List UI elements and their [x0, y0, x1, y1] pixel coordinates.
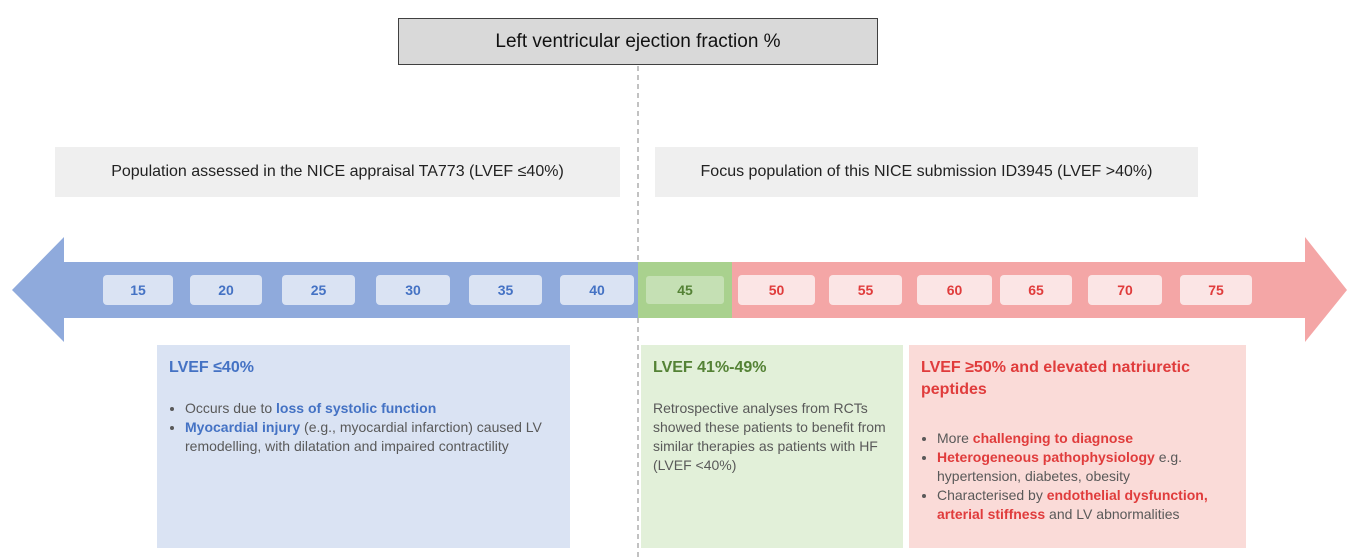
scale-box: 70 [1088, 275, 1162, 305]
band-left: Population assessed in the NICE appraisa… [55, 147, 620, 197]
bullet-list: More challenging to diagnoseHeterogeneou… [921, 429, 1234, 524]
panel-heading: LVEF ≥50% and elevated natriuretic pepti… [921, 359, 1191, 398]
scale-box: 50 [738, 275, 815, 305]
scale-box: 55 [829, 275, 902, 305]
panel-heading: LVEF ≤40% [169, 359, 254, 376]
text-run: challenging to diagnose [972, 430, 1134, 446]
scale-box: 75 [1180, 275, 1252, 305]
panel-heading: LVEF 41%-49% [653, 359, 767, 376]
scale-box: 35 [469, 275, 542, 305]
scale-box: 40 [560, 275, 634, 305]
text-run: More [937, 430, 973, 446]
band-right: Focus population of this NICE submission… [655, 147, 1198, 197]
bullet-list: Occurs due to loss of systolic functionM… [169, 399, 558, 456]
bullet: More challenging to diagnose [937, 429, 1234, 448]
text-run: Occurs due to [185, 400, 277, 416]
text-run: e.g. hypertension, diabetes, obesity [937, 449, 1183, 484]
text-run: endothelial dysfunction, arterial stiffn… [937, 487, 1208, 522]
text-run: Myocardial injury [185, 419, 301, 435]
bullet: Characterised by endothelial dysfunction… [937, 486, 1234, 524]
title: Left ventricular ejection fraction % [398, 18, 878, 65]
scale-box: 30 [376, 275, 450, 305]
panel: LVEF ≤40% Occurs due to loss of systolic … [157, 345, 570, 548]
bullet: Myocardial injury (e.g., myocardial infa… [185, 418, 558, 456]
scale-box: 45 [645, 275, 725, 305]
text-run: loss of systolic function [276, 400, 437, 416]
bullet: Occurs due to loss of systolic function [185, 399, 558, 418]
scale-box: 25 [282, 275, 355, 305]
scale-box: 60 [917, 275, 992, 305]
bullet: Heterogeneous pathophysiology e.g. hyper… [937, 448, 1234, 486]
scale-box: 20 [190, 275, 262, 305]
text-run: (e.g., myocardial infarction) caused LV … [185, 419, 542, 454]
text-run: Characterised by [937, 487, 1047, 503]
scale-box: 65 [1000, 275, 1072, 305]
text-run: Heterogeneous pathophysiology [937, 449, 1155, 465]
panel-body: Retrospective analyses from RCTs showed … [653, 400, 886, 473]
scale-box: 15 [103, 275, 173, 305]
panel: LVEF ≥50% and elevated natriuretic pepti… [909, 345, 1246, 548]
panel: LVEF 41%-49% Retrospective analyses from … [641, 345, 903, 548]
text-run: and LV abnormalities [1045, 506, 1180, 522]
